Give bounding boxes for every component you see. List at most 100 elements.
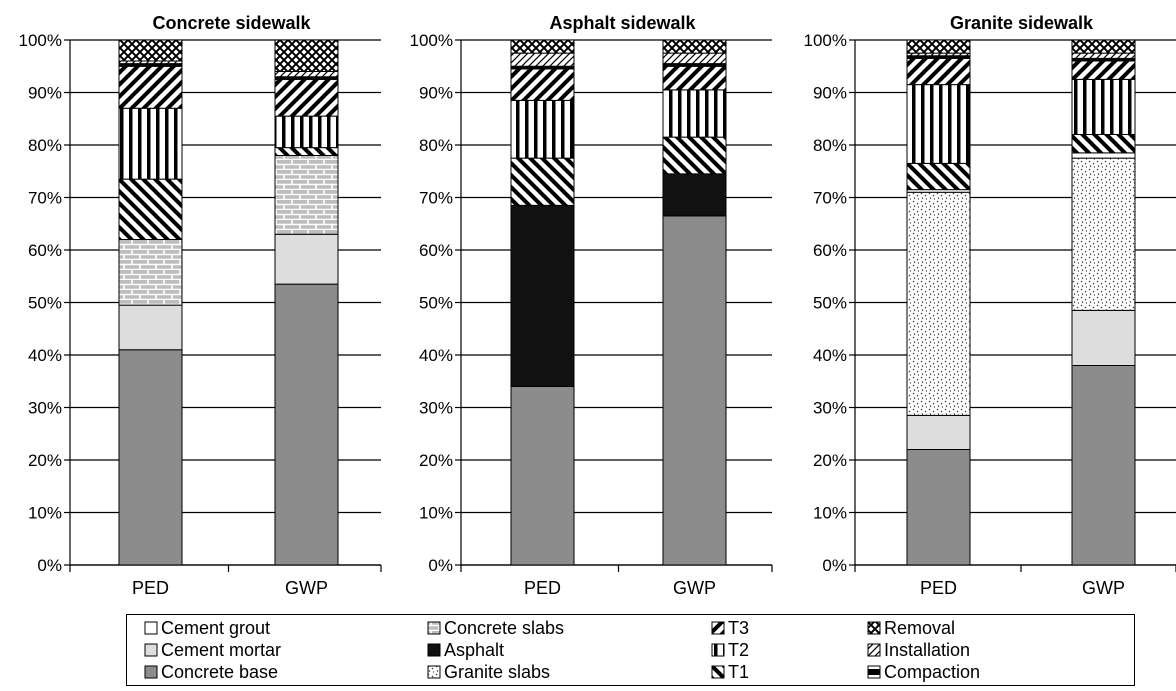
- bar-segment-t2-gwp: [662, 89, 727, 138]
- bar-segment-t1-gwp: [1071, 134, 1136, 154]
- x-tick-label: PED: [920, 578, 957, 598]
- concrete-base-swatch-icon: [144, 665, 158, 679]
- asphalt-swatch-icon: [427, 643, 441, 657]
- y-tick-label: 10%: [419, 504, 453, 523]
- bar-segment-asphalt-ped: [510, 204, 575, 387]
- y-tick-label: 20%: [28, 451, 62, 470]
- bar-segment-t2-gwp: [274, 115, 339, 149]
- legend-item-granite-slabs: Granite slabs: [427, 661, 550, 683]
- bar-segment-t1-ped: [906, 162, 971, 191]
- legend-item-concrete-base: Concrete base: [144, 661, 278, 683]
- bar-segment-concrete-base-gwp: [662, 215, 727, 566]
- installation-swatch-icon: [867, 643, 881, 657]
- bar-segment-installation-gwp: [274, 71, 339, 78]
- bar-segment-t2-ped: [510, 99, 575, 159]
- x-tick-label: GWP: [285, 578, 328, 598]
- x-tick-label: GWP: [673, 578, 716, 598]
- legend-item-t1: T1: [711, 661, 749, 683]
- bar-segment-concrete-base-ped: [510, 386, 575, 566]
- y-tick-label: 20%: [419, 451, 453, 470]
- legend-item-asphalt: Asphalt: [427, 639, 504, 661]
- legend-label: Installation: [884, 639, 971, 660]
- bar-segment-t1-gwp: [662, 136, 727, 175]
- bar-segment-t3-ped: [906, 57, 971, 86]
- y-tick-label: 20%: [813, 451, 847, 470]
- chart-panel-granite-sidewalk: Granite sidewalk 0% 10% 20% 30% 40% 50% 60% 70% 8…: [804, 13, 1176, 598]
- y-tick-label: 50%: [419, 294, 453, 313]
- x-tick-label: GWP: [1082, 578, 1125, 598]
- legend-item-compaction: Compaction: [867, 661, 980, 683]
- cement-mortar-swatch-icon: [144, 643, 158, 657]
- y-tick-label: 30%: [813, 399, 847, 418]
- y-tick-label: 40%: [813, 346, 847, 365]
- bar-segment-t3-ped: [118, 65, 183, 109]
- legend-label: Asphalt: [444, 639, 505, 660]
- chart-panel-asphalt-sidewalk: Asphalt sidewalk 0% 10% 20% 30% 40% 50% 60% 70% 8…: [410, 13, 773, 598]
- legend-item-t2: T2: [711, 639, 749, 661]
- bar-segment-removal-gwp: [1071, 39, 1136, 54]
- t3-swatch-icon: [711, 621, 725, 635]
- y-tick-label: 0%: [37, 556, 62, 575]
- legend-label: Concrete base: [161, 661, 279, 682]
- bar-segment-removal-ped: [906, 39, 971, 54]
- y-tick-label: 100%: [410, 31, 453, 50]
- bar-segment-t1-ped: [510, 157, 575, 206]
- y-tick-label: 90%: [28, 84, 62, 103]
- chart-title: Concrete sidewalk: [152, 13, 311, 33]
- y-tick-label: 30%: [419, 399, 453, 418]
- y-tick-label: 60%: [419, 241, 453, 260]
- chart-title: Granite sidewalk: [950, 13, 1094, 33]
- bar-segment-t3-gwp: [274, 78, 339, 117]
- t2-swatch-icon: [711, 643, 725, 657]
- bar-segment-concrete-base-gwp: [1071, 365, 1136, 566]
- y-tick-label: 50%: [813, 294, 847, 313]
- legend-label: Removal: [884, 617, 956, 638]
- bar-segment-t3-ped: [510, 68, 575, 101]
- y-tick-label: 0%: [428, 556, 453, 575]
- legend-label: T2: [728, 639, 750, 660]
- chart-panel-concrete-sidewalk: Concrete sidewalk 0% 10% 20% 30% 40% 50% 60% 70%…: [19, 13, 382, 598]
- x-tick-label: PED: [524, 578, 561, 598]
- chart-legend: Cement grout Cement mortar Concrete base…: [126, 614, 1135, 686]
- y-tick-label: 30%: [28, 399, 62, 418]
- chart-title: Asphalt sidewalk: [549, 13, 696, 33]
- y-tick-label: 60%: [28, 241, 62, 260]
- y-tick-label: 80%: [28, 136, 62, 155]
- legend-label: T3: [728, 617, 750, 638]
- bar-segment-cement-mortar-ped: [906, 414, 971, 450]
- bar-segment-cement-mortar-gwp: [274, 233, 339, 285]
- bar-segment-t3-gwp: [662, 65, 727, 91]
- cement-grout-swatch-icon: [144, 621, 158, 635]
- legend-item-t3: T3: [711, 617, 749, 639]
- bar-segment-t2-ped: [118, 107, 183, 180]
- bar-segment-removal-gwp: [274, 39, 339, 72]
- bar-segment-cement-mortar-gwp: [1071, 309, 1136, 366]
- bar-segment-concrete-base-gwp: [274, 283, 339, 566]
- legend-label: Cement mortar: [161, 639, 282, 660]
- bar-segment-cement-grout-gwp: [1071, 152, 1136, 159]
- bar-segment-removal-ped: [118, 39, 183, 62]
- y-tick-label: 70%: [28, 189, 62, 208]
- t1-swatch-icon: [711, 665, 725, 679]
- legend-item-cement-grout: Cement grout: [144, 617, 270, 639]
- bar-segment-t1-ped: [118, 178, 183, 240]
- y-tick-label: 10%: [28, 504, 62, 523]
- bar-segment-t3-gwp: [1071, 60, 1136, 80]
- y-tick-label: 100%: [19, 31, 62, 50]
- removal-swatch-icon: [867, 621, 881, 635]
- legend-label: Granite slabs: [444, 661, 551, 682]
- bar-segment-concrete-base-ped: [118, 349, 183, 566]
- legend-item-cement-mortar: Cement mortar: [144, 639, 281, 661]
- y-tick-label: 50%: [28, 294, 62, 313]
- y-tick-label: 40%: [419, 346, 453, 365]
- legend-label: T1: [728, 661, 750, 682]
- y-tick-label: 40%: [28, 346, 62, 365]
- y-tick-label: 90%: [813, 84, 847, 103]
- y-tick-label: 90%: [419, 84, 453, 103]
- bar-segment-installation-gwp: [662, 52, 727, 65]
- granite-slabs-swatch-icon: [427, 665, 441, 679]
- compaction-swatch-icon: [867, 665, 881, 679]
- y-tick-label: 0%: [822, 556, 847, 575]
- y-tick-label: 100%: [804, 31, 847, 50]
